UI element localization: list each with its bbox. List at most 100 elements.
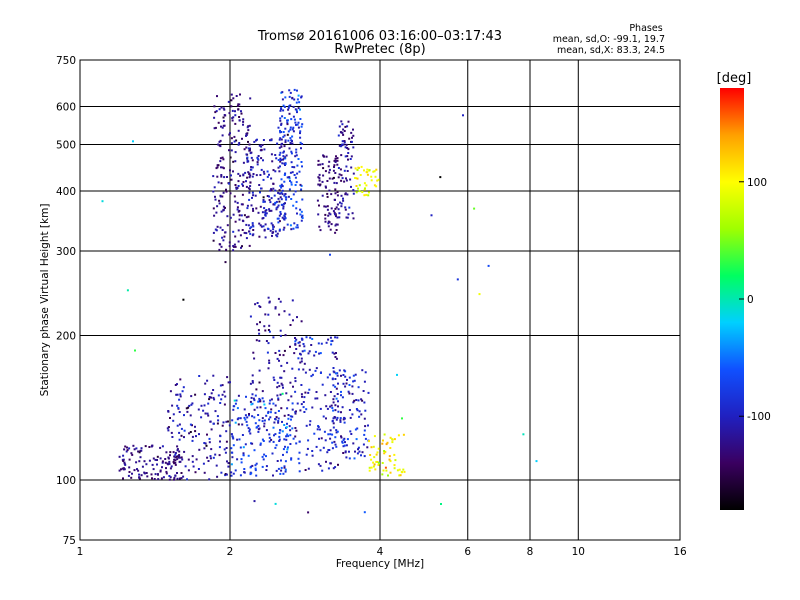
data-point [391, 441, 394, 444]
data-point [161, 460, 164, 463]
data-point [219, 384, 222, 387]
data-point [328, 177, 331, 180]
data-point [289, 180, 291, 182]
data-point [118, 469, 121, 472]
data-point [349, 158, 352, 160]
data-point [175, 455, 178, 458]
data-point [269, 201, 272, 204]
data-point [268, 362, 271, 364]
data-point [156, 455, 159, 458]
data-point [151, 463, 154, 466]
data-point [232, 437, 235, 440]
data-point [341, 123, 344, 126]
data-point [295, 151, 298, 154]
data-point [150, 473, 153, 476]
data-point [324, 205, 327, 208]
data-point [337, 463, 339, 466]
data-point [389, 460, 392, 463]
data-point [225, 248, 228, 251]
data-point [334, 385, 337, 388]
data-point [128, 466, 131, 469]
data-point [336, 416, 339, 419]
data-point [317, 463, 320, 466]
data-point [229, 216, 232, 219]
data-point [314, 397, 317, 400]
data-point [213, 105, 216, 108]
data-point [257, 211, 260, 214]
data-point [222, 239, 225, 242]
data-point [308, 368, 311, 371]
data-point [277, 191, 280, 194]
data-point [268, 402, 271, 405]
data-point [220, 175, 223, 178]
data-point [342, 439, 345, 441]
data-point [284, 212, 287, 215]
data-point [232, 170, 234, 173]
data-point [233, 140, 236, 143]
data-point [236, 418, 239, 421]
data-point [327, 433, 330, 436]
data-point [262, 400, 265, 403]
data-point [315, 445, 318, 448]
data-point [291, 166, 294, 168]
data-point [270, 153, 273, 156]
data-point [234, 122, 237, 125]
data-point [336, 393, 339, 395]
data-point [326, 205, 329, 208]
data-point [321, 383, 324, 386]
data-point [138, 473, 141, 476]
data-point [338, 369, 341, 372]
data-point [126, 449, 129, 452]
data-point [169, 417, 171, 419]
data-point [237, 172, 240, 175]
data-point [289, 128, 292, 131]
data-point [294, 427, 297, 429]
data-point [285, 392, 288, 395]
data-point [302, 401, 305, 403]
data-point [345, 444, 348, 447]
data-point [332, 417, 335, 420]
data-point [368, 440, 370, 443]
data-point [165, 470, 168, 473]
data-point [286, 448, 289, 451]
data-point [281, 162, 284, 165]
data-point [277, 467, 280, 470]
data-point [236, 206, 239, 209]
data-point [203, 442, 206, 444]
data-point [522, 433, 525, 436]
data-point [219, 145, 222, 148]
data-point [231, 456, 234, 459]
data-point [261, 438, 264, 441]
data-point [230, 149, 233, 152]
data-point [169, 451, 172, 454]
data-point [329, 213, 332, 216]
data-point [276, 235, 279, 238]
data-point [301, 350, 304, 353]
data-point [294, 390, 297, 393]
data-point [280, 382, 283, 385]
data-point [268, 440, 271, 443]
data-point [136, 468, 138, 471]
data-point [336, 194, 339, 197]
data-point [268, 208, 271, 211]
data-point [338, 144, 341, 147]
data-point [289, 126, 292, 129]
data-point [332, 384, 335, 387]
data-point [363, 417, 366, 420]
data-point [290, 198, 293, 200]
data-point [342, 382, 345, 385]
data-point [278, 200, 281, 203]
data-point [329, 253, 331, 256]
data-point [307, 467, 310, 470]
data-point [300, 95, 303, 98]
grid-lines [80, 60, 680, 540]
data-point [270, 189, 273, 192]
data-point [240, 458, 243, 461]
data-point [299, 183, 302, 186]
data-point [254, 394, 257, 397]
data-point [333, 211, 336, 214]
data-point [216, 166, 219, 169]
data-point [257, 155, 260, 157]
data-point [230, 447, 233, 450]
